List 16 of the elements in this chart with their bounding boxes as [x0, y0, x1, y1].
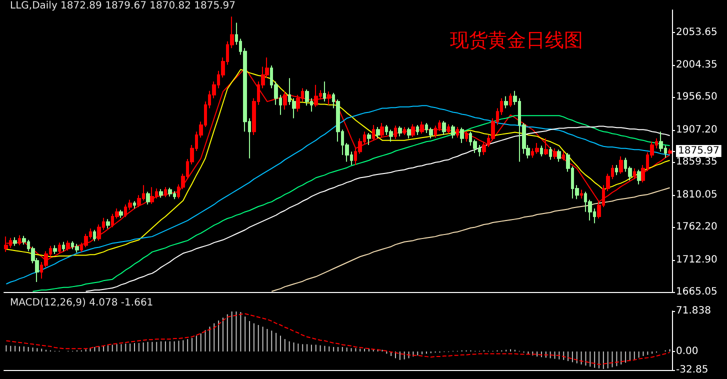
y-tick-label: 1875.97 [678, 146, 720, 157]
y-tick-label: 1859.35 [676, 156, 718, 168]
y-tick-label: 0.00 [676, 346, 698, 357]
annotation: LLG,Daily 1872.89 1879.67 1870.82 1875.97 [10, 0, 236, 12]
y-tick-label: 1762.20 [676, 222, 718, 233]
y-tick-label: 1712.90 [676, 254, 718, 266]
y-tick-label: 2053.65 [676, 26, 718, 38]
y-tick-label: 2004.35 [676, 60, 718, 71]
y-tick-label: 1907.20 [676, 124, 718, 136]
text: 现货黄金日线图 [450, 30, 583, 52]
y-tick-label: 1810.05 [676, 190, 718, 201]
y-tick-label: 71.838 [676, 306, 711, 316]
y-tick-label: 1956.50 [676, 92, 718, 103]
y-tick-label: 1665.05 [676, 286, 718, 298]
y-tick-label: -32.85 [676, 364, 708, 376]
text: MACD(12,26,9) 4.078 -1.661 [10, 298, 154, 308]
